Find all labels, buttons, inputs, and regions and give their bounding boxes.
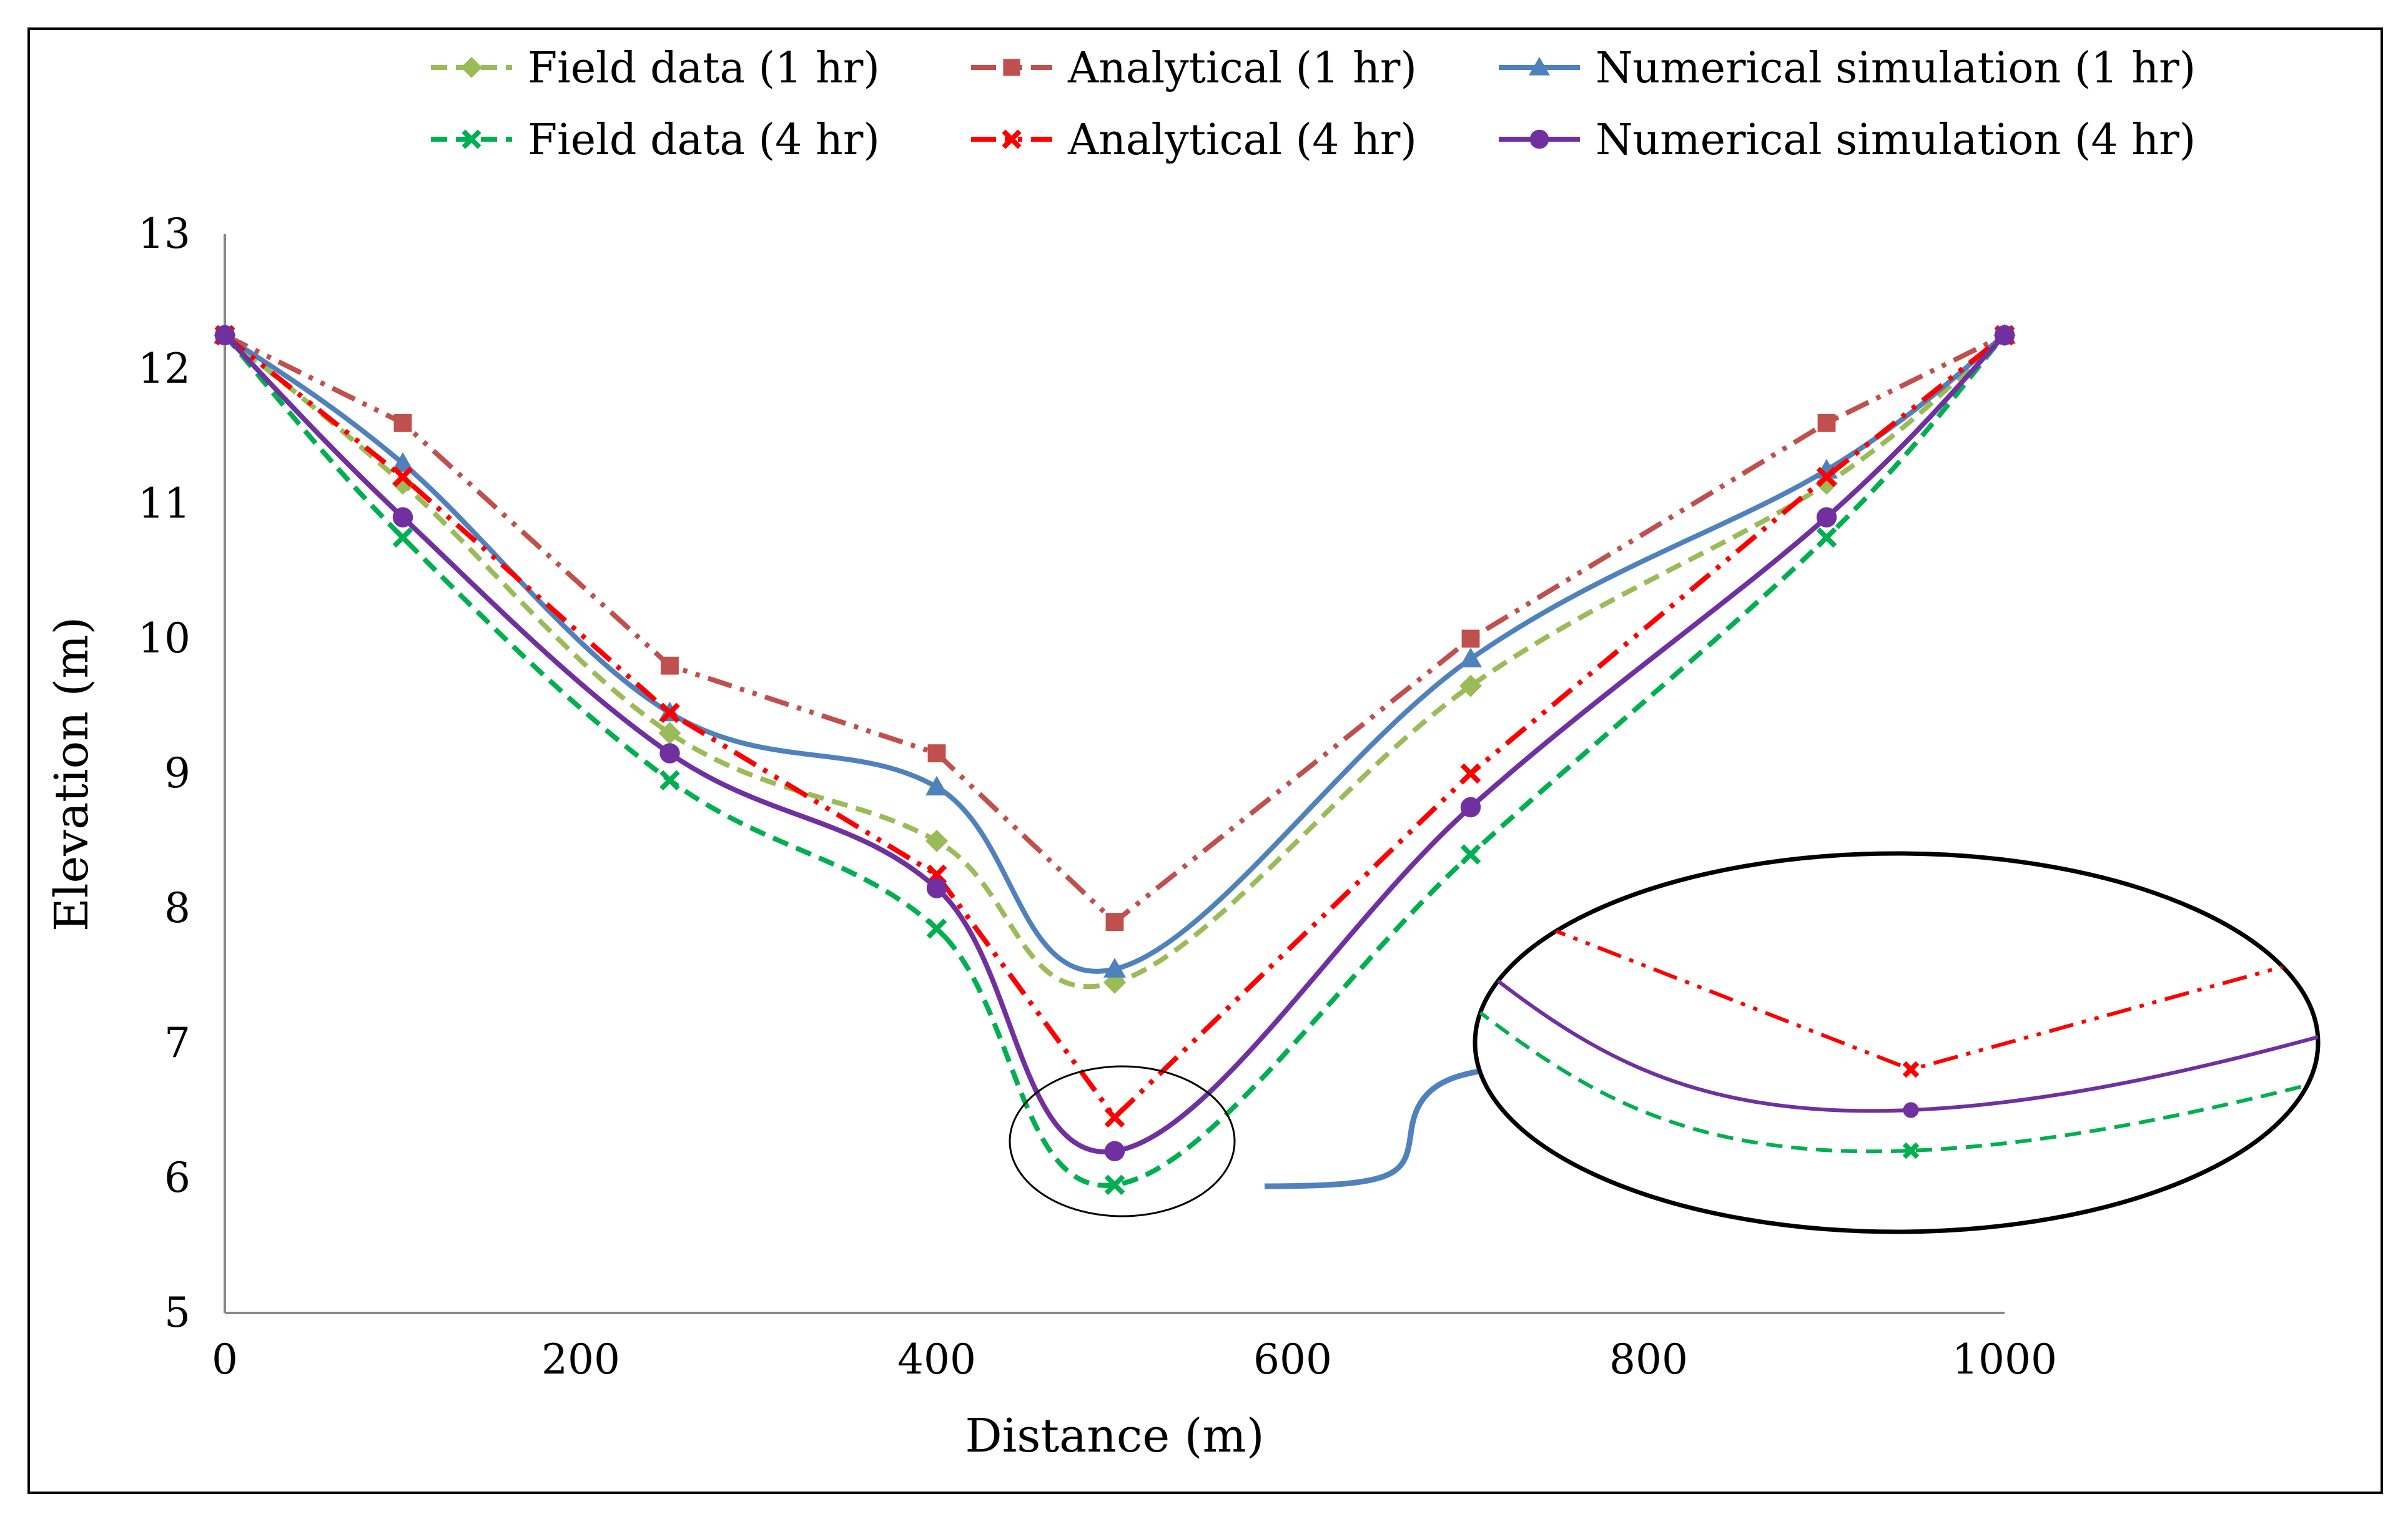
data-point xyxy=(925,830,948,852)
data-point xyxy=(392,466,413,488)
data-point xyxy=(1103,958,1126,978)
legend-marker xyxy=(1003,59,1020,76)
data-point xyxy=(393,414,412,432)
legend-item-analytical-4-hr: Analytical (4 hr) xyxy=(971,116,1417,165)
legend-marker xyxy=(1002,129,1022,149)
zoom-data-point xyxy=(1903,1102,1919,1118)
legend-item-field-data-4-hr: Field data (4 hr) xyxy=(431,116,880,165)
data-point xyxy=(392,452,414,472)
data-point xyxy=(1460,844,1481,865)
legend-marker xyxy=(1529,129,1549,149)
legend-item-analytical-1-hr: Analytical (1 hr) xyxy=(971,44,1417,93)
x-tick-label: 0 xyxy=(212,1335,238,1384)
zoom-data-point xyxy=(1902,1061,1920,1078)
data-point xyxy=(392,507,413,528)
data-point xyxy=(1816,507,1837,528)
data-point xyxy=(1104,1107,1125,1128)
y-tick-label: 6 xyxy=(164,1154,190,1202)
data-point xyxy=(1459,674,1482,697)
data-point xyxy=(926,918,947,939)
zoom-plot xyxy=(1475,853,2318,1159)
tick-labels: 0 200 400 600 800 1000 5 6 7 8 9 10 11 12 13 xyxy=(138,210,2057,1384)
legend-label: Analytical (4 hr) xyxy=(1067,116,1417,165)
data-point xyxy=(927,744,946,762)
data-point xyxy=(1817,414,1836,432)
y-tick-label: 7 xyxy=(164,1019,190,1067)
y-tick-label: 9 xyxy=(164,749,190,797)
x-tick-label: 400 xyxy=(897,1335,976,1384)
y-tick-label: 5 xyxy=(164,1289,190,1337)
series-line xyxy=(223,333,2006,1154)
legend-marker xyxy=(1529,57,1550,76)
y-tick-label: 11 xyxy=(138,479,190,528)
zoom-inset xyxy=(1473,851,2321,1234)
series-line xyxy=(223,333,2006,974)
legend-item-numerical-simulation-1-hr: Numerical simulation (1 hr) xyxy=(1499,44,2196,93)
x-tick-label: 200 xyxy=(541,1335,620,1384)
data-point xyxy=(1816,466,1837,488)
legend-label: Field data (1 hr) xyxy=(528,44,880,93)
x-axis-title: Distance (m) xyxy=(965,1409,1264,1463)
data-point xyxy=(926,878,947,898)
data-point xyxy=(658,722,681,745)
legend-label: Analytical (1 hr) xyxy=(1067,44,1417,93)
y-tick-label: 13 xyxy=(138,210,190,258)
data-point xyxy=(1994,325,2015,346)
series-line xyxy=(222,333,2007,1188)
y-tick-label: 10 xyxy=(138,614,190,662)
x-tick-label: 1000 xyxy=(1952,1335,2057,1384)
data-point xyxy=(661,656,679,675)
y-axis-title: Elevation (m) xyxy=(45,617,99,932)
legend-marker xyxy=(461,57,482,78)
data-point xyxy=(392,472,414,495)
data-point xyxy=(1105,913,1124,931)
legend-label: Field data (4 hr) xyxy=(528,116,880,165)
data-point xyxy=(1461,629,1480,648)
x-tick-label: 600 xyxy=(1253,1335,1332,1384)
data-point xyxy=(659,743,680,764)
y-tick-label: 12 xyxy=(138,345,190,393)
legend-item-numerical-simulation-4-hr: Numerical simulation (4 hr) xyxy=(1499,116,2196,165)
series-line xyxy=(224,333,2006,925)
data-point xyxy=(392,527,413,548)
axes xyxy=(224,234,2005,1314)
legend-item-field-data-1-hr: Field data (1 hr) xyxy=(431,44,880,93)
legend: Field data (1 hr) Analytical (1 hr) Numeri… xyxy=(431,44,2196,165)
legend-label: Numerical simulation (4 hr) xyxy=(1596,116,2196,165)
figure-border xyxy=(27,27,2383,1494)
zoom-series-line xyxy=(1475,853,2318,1113)
zoom-arrow xyxy=(1264,1066,1499,1189)
data-point xyxy=(214,325,235,346)
x-tick-label: 800 xyxy=(1609,1335,1688,1384)
data-point xyxy=(1459,647,1482,667)
zoom-data-point xyxy=(1902,1142,1920,1159)
legend-label: Numerical simulation (1 hr) xyxy=(1596,44,2196,93)
zoom-ellipse xyxy=(1473,851,2321,1234)
series-line xyxy=(223,333,2006,990)
data-point xyxy=(1460,797,1481,818)
data-point xyxy=(1460,763,1481,784)
legend-marker xyxy=(461,129,481,149)
highlight-ellipse xyxy=(1009,1065,1236,1217)
data-point xyxy=(659,770,680,791)
y-tick-label: 8 xyxy=(164,884,190,932)
data-point xyxy=(1816,527,1837,548)
series-numerical-simulation-4-hr xyxy=(214,325,2015,1162)
data-point xyxy=(1104,1174,1125,1196)
data-point xyxy=(925,775,948,796)
data-point xyxy=(1104,1141,1125,1162)
plot-area xyxy=(214,324,2016,1196)
series-line xyxy=(223,333,2006,1121)
data-point xyxy=(659,702,680,724)
